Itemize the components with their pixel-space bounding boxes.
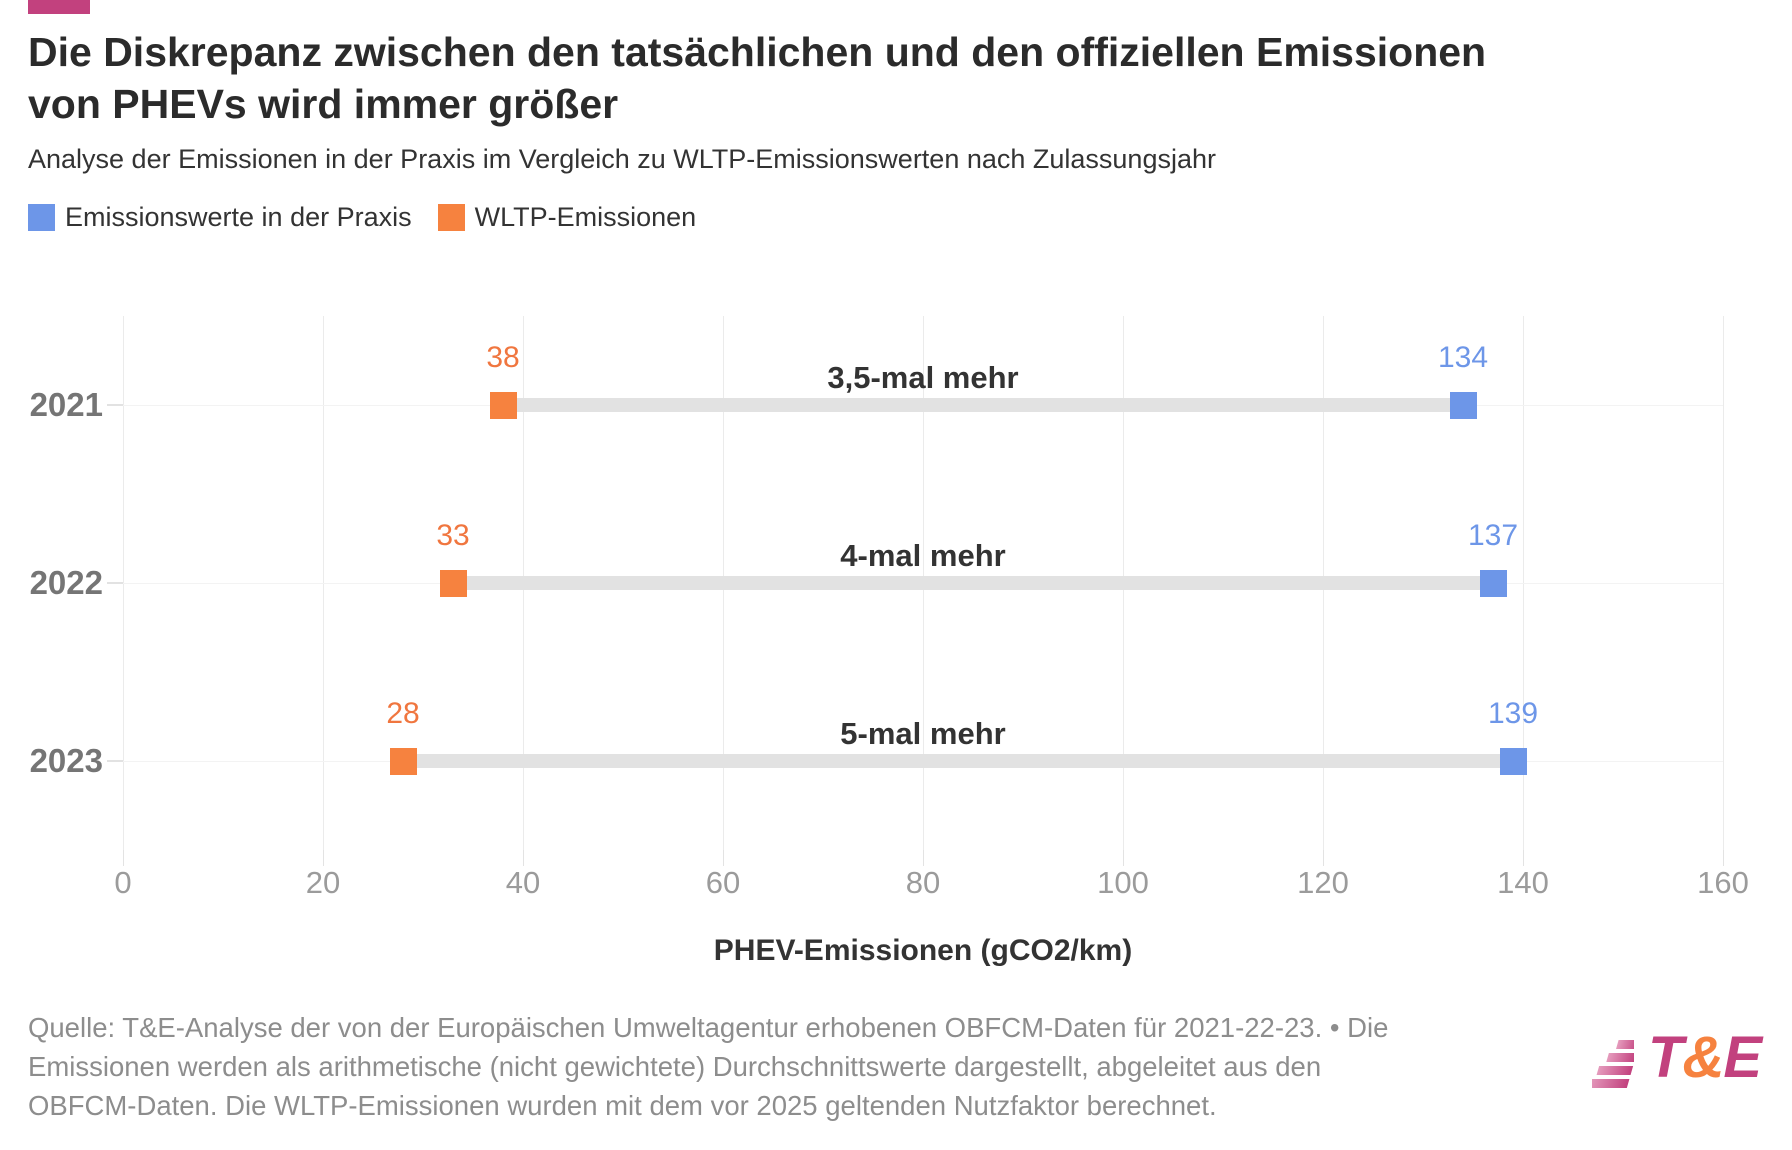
wltp-value-label: 33 — [436, 519, 470, 552]
x-axis-tick-label: 0 — [114, 865, 132, 900]
x-axis-tick-label: 140 — [1497, 865, 1549, 900]
x-axis-tick — [323, 850, 324, 866]
chart-title: Die Diskrepanz zwischen den tatsächliche… — [28, 26, 1728, 130]
te-logo-text: T&E — [1648, 1029, 1762, 1087]
x-axis-tick-label: 100 — [1097, 865, 1149, 900]
wltp-value-label: 28 — [386, 697, 420, 730]
te-logo-ampersand: & — [1682, 1025, 1724, 1090]
x-axis-tick-label: 160 — [1697, 865, 1749, 900]
x-axis-tick — [1323, 850, 1324, 866]
chart-title-line1: Die Diskrepanz zwischen den tatsächliche… — [28, 29, 1487, 75]
x-axis-tick — [523, 850, 524, 866]
y-axis-label-2023: 2023 — [29, 742, 103, 779]
legend-item-wltp: WLTP-Emissionen — [437, 202, 697, 233]
real-world-value-label: 139 — [1487, 697, 1539, 730]
range-connector — [403, 754, 1513, 768]
te-logo-letter-t: T — [1648, 1025, 1683, 1090]
te-logo-letter-e: E — [1723, 1025, 1762, 1090]
range-connector — [453, 576, 1493, 590]
x-axis-tick — [923, 850, 924, 866]
source-note-line3: OBFCM-Daten. Die WLTP-Emissionen wurden … — [28, 1090, 1217, 1121]
legend-swatch-orange — [437, 204, 465, 231]
x-axis-tick-label: 60 — [705, 865, 741, 900]
chart-subtitle: Analyse der Emissionen in der Praxis im … — [28, 144, 1216, 174]
real-world-value-label: 134 — [1437, 341, 1489, 374]
multiplier-annotation: 4-mal mehr — [840, 538, 1006, 573]
source-note-line1: Quelle: T&E-Analyse der von der Europäis… — [28, 1012, 1389, 1043]
wltp-marker — [439, 569, 467, 597]
range-connector — [503, 398, 1463, 412]
source-note: Quelle: T&E-Analyse der von der Europäis… — [28, 1008, 1608, 1125]
x-axis-tick — [123, 850, 124, 866]
y-axis-tick — [107, 404, 123, 406]
legend-label-wltp: WLTP-Emissionen — [474, 202, 697, 232]
y-axis-tick — [107, 582, 123, 584]
x-axis-tick — [723, 850, 724, 866]
real-world-marker — [1449, 391, 1477, 419]
multiplier-annotation: 3,5-mal mehr — [827, 360, 1019, 395]
legend: Emissionswerte in der Praxis WLTP-Emissi… — [28, 202, 696, 233]
source-note-line2: Emissionen werden als arithmetische (nic… — [28, 1051, 1322, 1082]
real-world-marker — [1499, 747, 1527, 775]
legend-label-real-world: Emissionswerte in der Praxis — [65, 202, 412, 232]
x-axis-tick — [1523, 850, 1524, 866]
wltp-value-label: 38 — [486, 341, 520, 374]
wltp-marker — [389, 747, 417, 775]
x-axis-tick-label: 80 — [905, 865, 941, 900]
real-world-marker — [1479, 569, 1507, 597]
x-axis-tick — [1123, 850, 1124, 866]
chart-title-line2: von PHEVs wird immer größer — [28, 81, 619, 127]
te-logo-stripes-icon — [1592, 1040, 1634, 1088]
x-axis-tick — [1723, 850, 1724, 866]
y-axis-label-2021: 2021 — [29, 386, 103, 423]
legend-item-real-world: Emissionswerte in der Praxis — [28, 202, 412, 233]
x-axis-title: PHEV-Emissionen (gCO2/km) — [713, 934, 1133, 967]
y-axis-tick — [107, 760, 123, 762]
wltp-marker — [489, 391, 517, 419]
legend-swatch-blue — [28, 204, 55, 231]
multiplier-annotation: 5-mal mehr — [840, 716, 1006, 751]
x-axis-tick-label: 40 — [505, 865, 541, 900]
brand-accent-bar — [28, 0, 90, 14]
x-axis-tick-label: 20 — [305, 865, 341, 900]
x-gridline — [1723, 316, 1724, 850]
y-axis-label-2022: 2022 — [29, 564, 103, 601]
x-axis-tick-label: 120 — [1297, 865, 1349, 900]
real-world-value-label: 137 — [1467, 519, 1519, 552]
te-logo: T&E — [1592, 1029, 1762, 1088]
